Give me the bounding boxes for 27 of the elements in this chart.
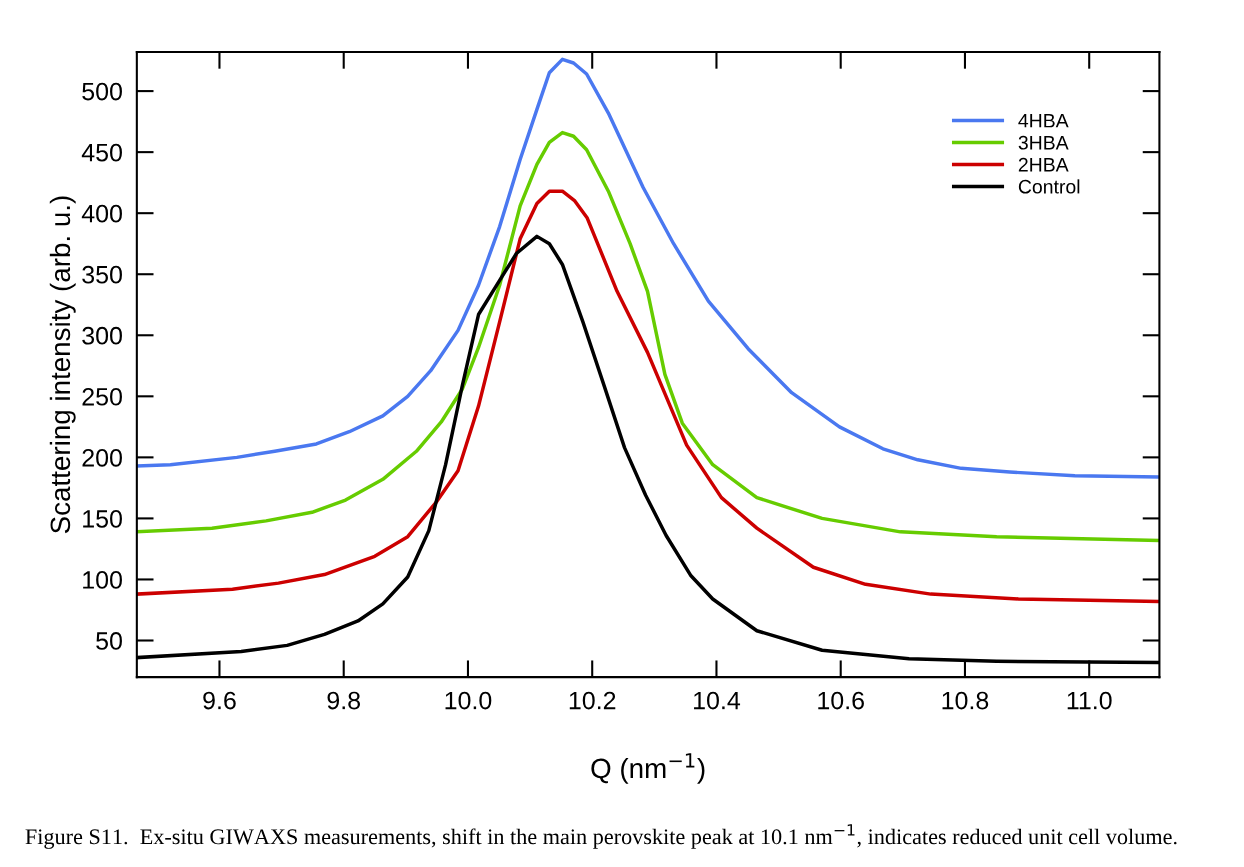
x-tick-label: 9.8 (327, 691, 361, 710)
x-tick-label: 9.6 (203, 691, 236, 710)
legend-label: Control (1018, 179, 1080, 194)
caption: Figure S11. Ex-situ GIWAXS measurements, shift in the main perovskite peak at 10.1 nm$^{−1}$, indicates reduced unit cell volume. (25, 824, 1177, 849)
y-tick-label: 200 (82, 448, 122, 467)
y-tick-label: 450 (81, 143, 122, 162)
x-tick-label: 10.2 (569, 691, 616, 710)
line-series (136, 57, 1160, 479)
y-tick-label: 350 (82, 265, 122, 284)
x-tick-label: 10.6 (818, 691, 864, 710)
y-axis-title: Scattering intensity (arb. u.) (49, 196, 76, 534)
y-tick-label: 500 (82, 82, 122, 101)
line-series (136, 130, 1160, 543)
y-tick-label: 250 (82, 387, 122, 406)
y-tick-label: 50 (96, 632, 122, 650)
y-tick-label: 400 (81, 204, 122, 223)
y-tick-label: 300 (82, 326, 122, 345)
x-axis-title: Q (nm$^{−1}$) (591, 753, 705, 784)
y-tick-label: 100 (83, 571, 122, 589)
y-tick-label: 150 (83, 510, 122, 528)
legend-label: 4HBA (1018, 113, 1069, 128)
legend-label: 2HBA (1018, 157, 1069, 172)
x-tick-label: 10.0 (445, 691, 492, 710)
x-tick-label: 10.8 (942, 691, 989, 710)
legend-label: 3HBA (1018, 135, 1069, 150)
x-tick-label: 10.4 (694, 691, 741, 710)
x-tick-label: 11.0 (1067, 691, 1112, 710)
